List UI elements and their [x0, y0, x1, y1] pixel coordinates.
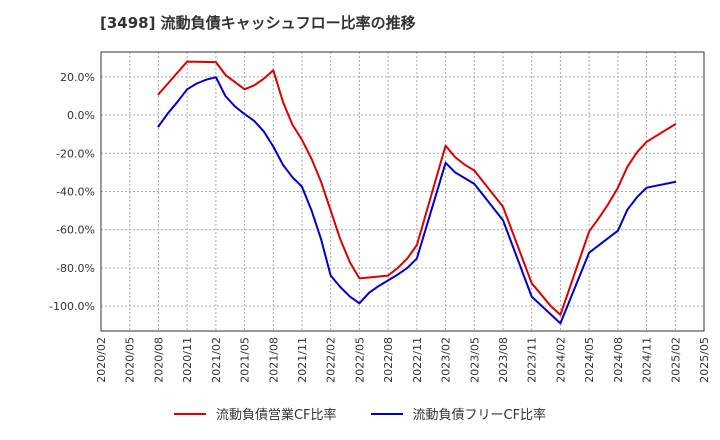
legend-swatch-red	[173, 412, 206, 415]
legend-item-operating-cf: 流動負債営業CF比率	[173, 404, 337, 423]
x-tick-label: 2023/11	[526, 337, 539, 383]
x-tick-label: 2020/08	[152, 337, 165, 383]
series-line-operating-cf	[157, 60, 677, 316]
x-tick-label: 2024/11	[641, 337, 654, 383]
x-tick-label: 2023/02	[440, 337, 453, 383]
x-tick-label: 2022/08	[382, 337, 395, 383]
x-tick-label: 2020/11	[181, 337, 194, 383]
y-tick-label: -100.0%	[49, 300, 95, 313]
legend: 流動負債営業CF比率 流動負債フリーCF比率	[0, 404, 720, 423]
series-lines	[157, 60, 677, 325]
x-tick-label: 2021/02	[210, 337, 223, 383]
x-tick-label: 2025/05	[698, 337, 711, 383]
y-tick-label: -20.0%	[56, 147, 95, 160]
y-tick-label: 20.0%	[60, 71, 95, 84]
legend-label: 流動負債フリーCF比率	[412, 408, 547, 423]
y-tick-label: 0.0%	[67, 109, 95, 122]
series-line-free-cf	[157, 76, 677, 325]
x-tick-label: 2024/05	[583, 337, 596, 383]
x-tick-label: 2024/02	[554, 337, 567, 383]
x-tick-label: 2023/08	[497, 337, 510, 383]
x-tick-label: 2020/02	[95, 337, 108, 383]
legend-label: 流動負債営業CF比率	[215, 408, 337, 423]
x-tick-label: 2020/05	[124, 337, 137, 383]
x-tick-label: 2022/02	[325, 337, 338, 383]
x-tick-label: 2022/05	[353, 337, 366, 383]
legend-swatch-blue	[370, 412, 403, 415]
x-tick-label: 2024/08	[612, 337, 625, 383]
y-tick-label: -40.0%	[56, 186, 95, 199]
x-tick-label: 2025/02	[669, 337, 682, 383]
x-tick-label: 2023/05	[468, 337, 481, 383]
plot-area-border	[100, 51, 705, 332]
y-tick-label: -80.0%	[56, 262, 95, 275]
chart-title: [3498] 流動負債キャッシュフロー比率の推移	[100, 14, 416, 32]
x-tick-label: 2021/08	[267, 337, 280, 383]
x-tick-label: 2022/11	[411, 337, 424, 383]
x-tick-label: 2021/11	[296, 337, 309, 383]
x-tick-label: 2021/05	[239, 337, 252, 383]
y-tick-label: -60.0%	[56, 224, 95, 237]
y-axis-tick-labels: 20.0% 0.0% -20.0% -40.0% -60.0% -80.0% -100.0%	[49, 71, 95, 313]
x-axis-tick-labels: 2020/02 2020/05 2020/08 2020/11 2021/02 2021/…	[95, 337, 711, 383]
legend-item-free-cf: 流動負債フリーCF比率	[370, 404, 547, 423]
